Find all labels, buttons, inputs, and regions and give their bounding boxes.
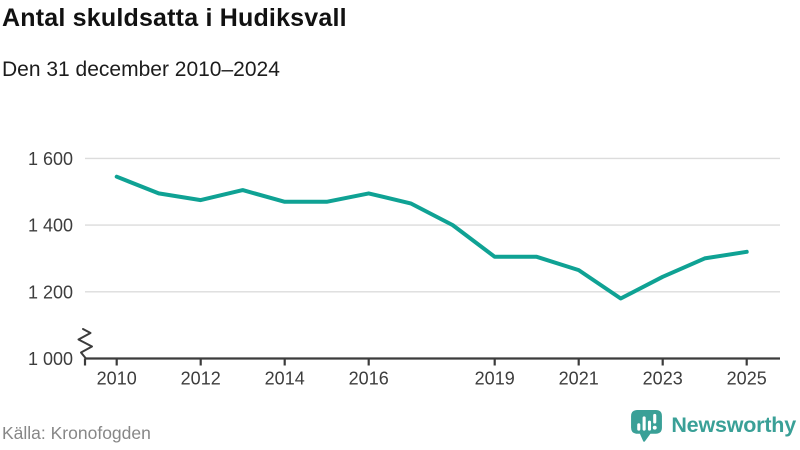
x-tick-label: 2025 (727, 369, 767, 389)
y-tick-label: 1 000 (28, 349, 73, 369)
x-tick-label: 2010 (97, 369, 137, 389)
source-label: Källa: Kronofogden (2, 423, 151, 443)
newsworthy-icon (631, 410, 663, 442)
y-tick-label: 1 400 (28, 216, 73, 236)
x-tick-label: 2014 (265, 369, 305, 389)
x-tick-label: 2016 (349, 369, 389, 389)
y-tick-label: 1 600 (28, 149, 73, 169)
x-tick-label: 2021 (559, 369, 599, 389)
data-line (114, 174, 749, 301)
y-axis-labels: 1 000 1 200 1 400 1 600 (28, 149, 73, 369)
brand-name: Newsworthy (671, 413, 796, 437)
x-tick-label: 2019 (475, 369, 515, 389)
x-tick-label: 2012 (181, 369, 221, 389)
y-axis-break-icon (77, 328, 93, 359)
gridlines (85, 157, 780, 293)
x-axis-labels: 2010 2012 2014 2016 2019 2021 2023 2025 (97, 369, 767, 389)
chart-subtitle: Den 31 december 2010–2024 (2, 58, 280, 81)
series-antal-skuldsatta (114, 174, 749, 301)
brand-logo: Newsworthy (629, 408, 796, 443)
x-tick-label: 2023 (643, 369, 683, 389)
axis-break-squiggle (77, 328, 93, 359)
x-axis (83, 357, 780, 366)
chart-title: Antal skuldsatta i Hudiksvall (2, 4, 347, 32)
y-tick-label: 1 200 (28, 282, 73, 302)
